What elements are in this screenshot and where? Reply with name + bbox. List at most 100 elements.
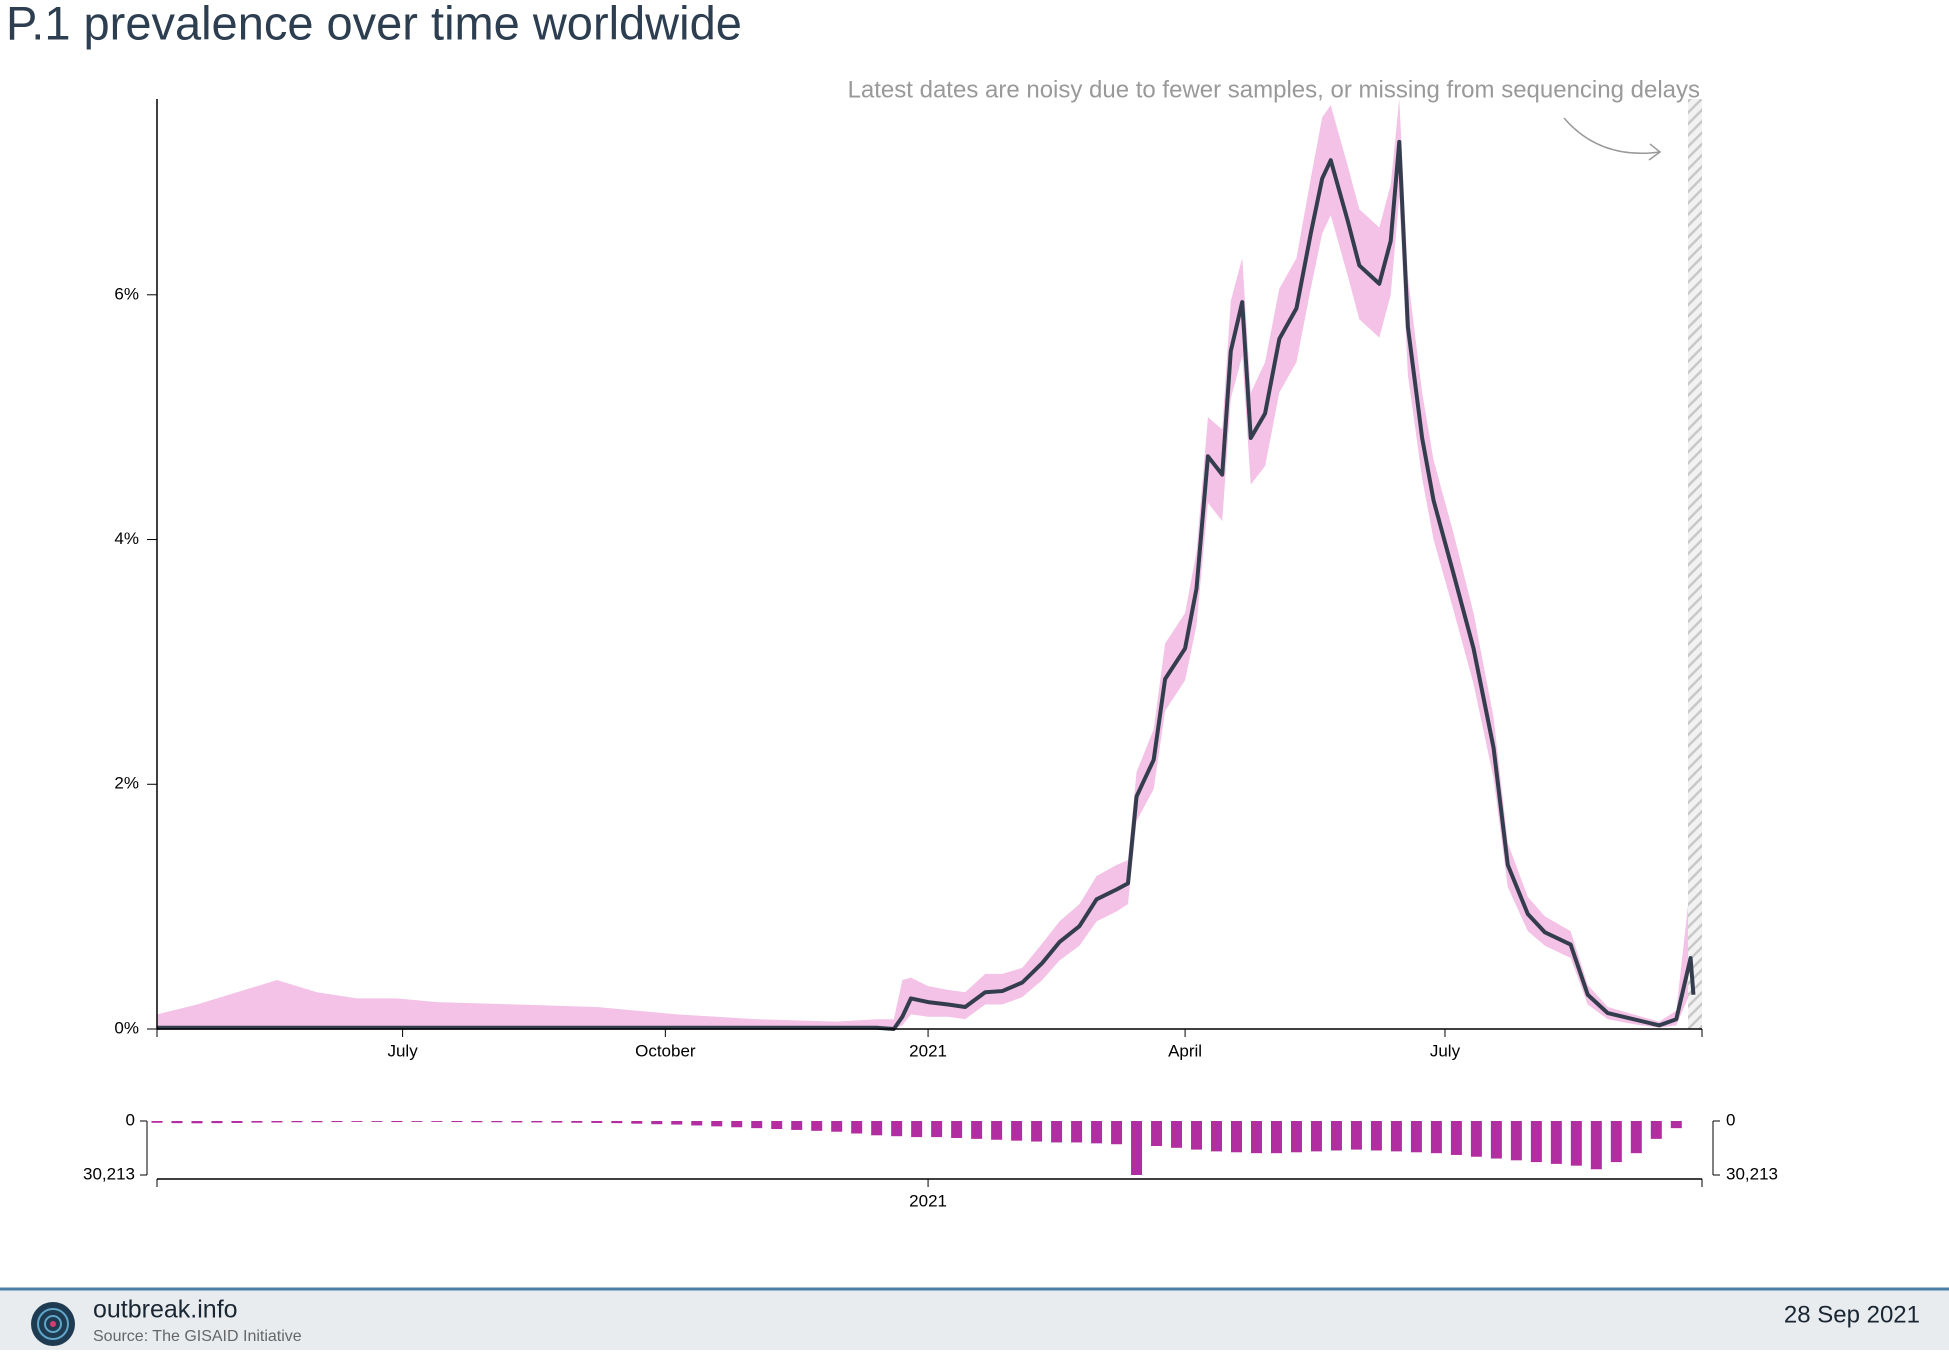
sample-bar — [791, 1121, 803, 1130]
sample-bar — [931, 1121, 943, 1138]
sample-bar — [671, 1121, 683, 1125]
y-tick-label: 0 — [126, 1110, 135, 1129]
x-tick-label: 2021 — [909, 1191, 947, 1210]
sample-bar — [1410, 1121, 1422, 1153]
sample-bar — [1370, 1121, 1382, 1151]
sample-bar — [511, 1121, 523, 1123]
sample-bar — [751, 1121, 763, 1129]
sample-bar — [471, 1121, 483, 1123]
sample-bar — [691, 1121, 703, 1126]
sample-bar — [1151, 1121, 1163, 1147]
sample-bar — [1250, 1121, 1262, 1154]
sample-bar — [171, 1121, 183, 1124]
sample-bar — [151, 1121, 163, 1123]
footer-source: Source: The GISAID Initiative — [93, 1328, 302, 1345]
y2-tick-label: 30,213 — [1726, 1164, 1778, 1183]
sample-bar — [1450, 1121, 1462, 1155]
sample-bar — [311, 1121, 323, 1123]
sample-bar — [991, 1121, 1003, 1140]
sample-bar — [351, 1121, 363, 1122]
prevalence-line — [157, 139, 1696, 1031]
sample-bar — [1550, 1121, 1562, 1164]
footer-bg — [0, 1288, 1949, 1350]
sample-bar — [1570, 1121, 1582, 1166]
sample-bar — [891, 1121, 903, 1137]
sample-bar — [551, 1121, 563, 1123]
x-tick-label: 2021 — [909, 1041, 947, 1060]
sample-bar — [971, 1121, 983, 1139]
sample-bar — [1091, 1121, 1103, 1144]
sample-bar — [1430, 1121, 1442, 1154]
sample-bar — [591, 1121, 603, 1123]
sample-bar — [611, 1121, 623, 1124]
sample-bar — [1211, 1121, 1223, 1152]
y-tick-label: 2% — [114, 774, 139, 793]
sample-bar — [811, 1121, 823, 1131]
y-tick-label: 6% — [114, 284, 139, 303]
sample-bar — [391, 1121, 403, 1123]
y-tick-label: 0% — [114, 1018, 139, 1037]
sample-bar — [831, 1121, 843, 1132]
x-tick-label: July — [387, 1041, 418, 1060]
sample-bar — [191, 1121, 203, 1124]
sample-bar — [1171, 1121, 1183, 1148]
sample-bar — [1290, 1121, 1302, 1153]
sample-bar — [1350, 1121, 1362, 1150]
sample-bar — [1390, 1121, 1402, 1152]
sample-bar — [411, 1121, 423, 1122]
sample-bar — [851, 1121, 863, 1134]
confidence-band — [157, 99, 1694, 1029]
x-tick-label: April — [1168, 1041, 1202, 1060]
sample-bar — [331, 1121, 343, 1123]
sample-bar — [271, 1121, 283, 1123]
sample-bar — [1650, 1121, 1662, 1139]
sample-bar — [1630, 1121, 1642, 1154]
sample-bar — [451, 1121, 463, 1123]
sample-bar — [731, 1121, 743, 1128]
sample-bar — [531, 1121, 543, 1123]
sample-bar — [871, 1121, 883, 1136]
sample-bar — [1071, 1121, 1083, 1143]
sample-bar — [1330, 1121, 1342, 1151]
sample-bar — [951, 1121, 963, 1138]
sample-bar — [651, 1121, 663, 1125]
sample-bar — [1231, 1121, 1242, 1153]
sample-bar — [1490, 1121, 1502, 1159]
sample-bar — [711, 1121, 723, 1127]
sample-bar — [1191, 1121, 1203, 1150]
sample-bar — [1270, 1121, 1282, 1154]
sample-bar — [1510, 1121, 1522, 1161]
chart-title: P.1 prevalence over time worldwide — [6, 0, 742, 49]
sample-bar — [1031, 1121, 1043, 1142]
annotation-arrow — [1563, 117, 1661, 155]
sample-bar — [1131, 1121, 1143, 1175]
sample-bar — [231, 1121, 243, 1123]
y2-tick-label: 0 — [1726, 1110, 1735, 1129]
sample-bar — [251, 1121, 263, 1123]
sample-bar — [1051, 1121, 1063, 1143]
footer-site: outbreak.info — [93, 1296, 238, 1324]
sample-bar — [291, 1121, 303, 1123]
sample-bar — [1670, 1121, 1682, 1129]
sample-bar — [1590, 1121, 1602, 1170]
logo — [31, 1302, 75, 1346]
annotation-arrowhead — [1648, 143, 1662, 161]
noisy-region — [1688, 99, 1702, 1029]
sample-bar — [631, 1121, 643, 1124]
annotation: Latest dates are noisy due to fewer samp… — [848, 76, 1700, 103]
y-tick-label: 4% — [114, 529, 139, 548]
sample-bar — [771, 1121, 783, 1130]
sample-bar — [1011, 1121, 1023, 1141]
sample-bar — [371, 1121, 383, 1122]
sample-bar — [1530, 1121, 1542, 1163]
sample-bar — [1111, 1121, 1123, 1145]
sample-bar — [1610, 1121, 1622, 1163]
sample-bar — [571, 1121, 583, 1123]
sample-bar — [491, 1121, 503, 1123]
x-tick-label: October — [635, 1041, 696, 1060]
sample-bar — [911, 1121, 923, 1138]
sample-bar — [431, 1121, 443, 1122]
x-tick-label: July — [1430, 1041, 1461, 1060]
footer-date: 28 Sep 2021 — [1784, 1301, 1920, 1328]
